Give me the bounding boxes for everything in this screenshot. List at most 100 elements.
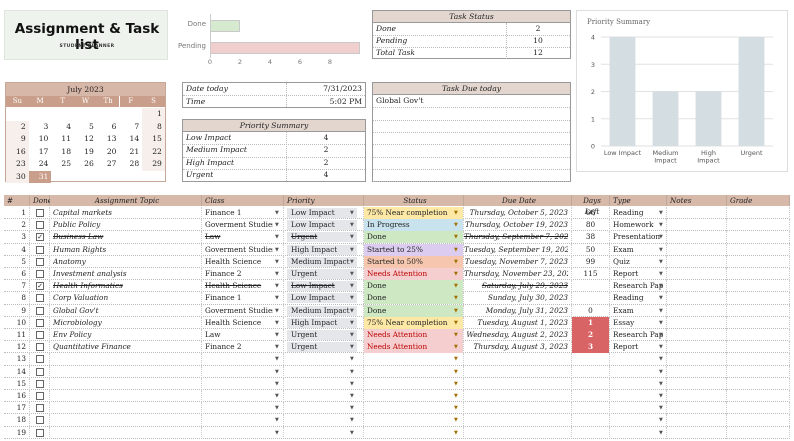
status-dropdown-icon[interactable]: ▼ bbox=[454, 417, 458, 424]
priority-cell[interactable]: Urgent bbox=[291, 232, 318, 242]
topic-cell[interactable]: Global Gov't bbox=[53, 305, 99, 315]
done-checkbox[interactable] bbox=[36, 209, 44, 217]
class-cell[interactable] bbox=[205, 353, 273, 365]
class-cell[interactable] bbox=[205, 378, 273, 390]
notes-cell[interactable] bbox=[670, 402, 726, 414]
grade-cell[interactable] bbox=[730, 390, 789, 402]
priority-cell[interactable]: Low Impact bbox=[291, 208, 335, 217]
priority-cell[interactable]: Low Impact bbox=[291, 293, 335, 303]
status-cell[interactable]: In Progress bbox=[367, 220, 410, 230]
class-cell[interactable] bbox=[205, 390, 273, 402]
done-checkbox[interactable] bbox=[36, 416, 44, 425]
calendar-day[interactable]: 12 bbox=[84, 134, 94, 143]
status-dropdown-icon[interactable]: ▼ bbox=[454, 380, 458, 387]
priority-dropdown-icon[interactable]: ▼ bbox=[350, 368, 354, 375]
done-checkbox[interactable] bbox=[36, 404, 44, 413]
class-dropdown-icon[interactable]: ▼ bbox=[275, 295, 279, 302]
grade-cell[interactable] bbox=[730, 305, 789, 317]
class-dropdown-icon[interactable]: ▼ bbox=[275, 246, 279, 253]
type-cell[interactable]: Report bbox=[613, 269, 639, 278]
priority-dropdown-icon[interactable]: ▼ bbox=[350, 295, 354, 302]
calendar-day[interactable]: 26 bbox=[84, 159, 94, 168]
priority-dropdown-icon[interactable]: ▼ bbox=[350, 319, 354, 326]
type-dropdown-icon[interactable]: ▼ bbox=[659, 332, 663, 338]
topic-cell[interactable]: Business Law bbox=[53, 232, 104, 242]
done-checkbox[interactable]: ✓ bbox=[36, 282, 44, 291]
priority-cell[interactable]: Urgent bbox=[291, 330, 318, 339]
grade-cell[interactable] bbox=[730, 219, 789, 231]
class-dropdown-icon[interactable]: ▼ bbox=[275, 356, 279, 363]
grade-cell[interactable] bbox=[730, 317, 789, 329]
status-dropdown-icon[interactable]: ▼ bbox=[454, 246, 458, 253]
type-dropdown-icon[interactable]: ▼ bbox=[659, 283, 663, 290]
notes-cell[interactable] bbox=[670, 427, 726, 439]
priority-cell[interactable]: Urgent bbox=[291, 342, 318, 352]
priority-cell[interactable]: Urgent bbox=[291, 269, 318, 278]
priority-cell[interactable] bbox=[291, 414, 351, 426]
notes-cell[interactable] bbox=[670, 305, 726, 317]
due-date-cell[interactable] bbox=[464, 390, 568, 402]
done-checkbox[interactable] bbox=[36, 221, 44, 230]
done-checkbox[interactable] bbox=[36, 294, 44, 303]
due-date-cell[interactable]: Thursday, August 3, 2023 bbox=[473, 342, 569, 352]
priority-dropdown-icon[interactable]: ▼ bbox=[350, 234, 354, 241]
topic-cell[interactable]: Quantitative Finance bbox=[53, 342, 131, 352]
priority-dropdown-icon[interactable]: ▼ bbox=[350, 307, 354, 314]
calendar-day[interactable]: 14 bbox=[129, 134, 140, 143]
grade-cell[interactable] bbox=[730, 244, 789, 256]
priority-cell[interactable]: High Impact bbox=[291, 244, 338, 254]
class-dropdown-icon[interactable]: ▼ bbox=[275, 319, 279, 326]
due-date-cell[interactable]: Thursday, October 19, 2023 bbox=[465, 220, 568, 230]
calendar-day[interactable]: 11 bbox=[61, 134, 72, 143]
type-cell[interactable] bbox=[613, 378, 665, 390]
status-dropdown-icon[interactable]: ▼ bbox=[454, 283, 458, 290]
type-cell[interactable]: Quiz bbox=[613, 256, 630, 266]
type-dropdown-icon[interactable]: ▼ bbox=[659, 271, 663, 277]
calendar-day[interactable]: 8 bbox=[142, 120, 165, 133]
calendar-day[interactable]: 30 bbox=[6, 170, 29, 183]
type-cell[interactable]: Report bbox=[613, 342, 639, 352]
class-dropdown-icon[interactable]: ▼ bbox=[275, 380, 279, 387]
status-dropdown-icon[interactable]: ▼ bbox=[454, 258, 458, 265]
calendar-day[interactable]: 6 bbox=[111, 121, 117, 131]
calendar-day[interactable]: 28 bbox=[129, 159, 140, 168]
class-cell[interactable]: Finance 1 bbox=[205, 208, 242, 217]
class-cell[interactable]: Finance 1 bbox=[205, 293, 242, 303]
priority-dropdown-icon[interactable]: ▼ bbox=[350, 344, 354, 351]
topic-cell[interactable]: Env Policy bbox=[53, 330, 92, 339]
type-dropdown-icon[interactable]: ▼ bbox=[659, 429, 663, 436]
type-dropdown-icon[interactable]: ▼ bbox=[659, 368, 663, 375]
class-cell[interactable]: Goverment Studies bbox=[205, 220, 273, 230]
grade-cell[interactable] bbox=[730, 341, 789, 353]
topic-cell[interactable] bbox=[53, 402, 199, 414]
notes-cell[interactable] bbox=[670, 231, 726, 243]
priority-cell[interactable]: Medium Impact bbox=[291, 256, 350, 266]
topic-cell[interactable]: Health Informatics bbox=[53, 281, 123, 291]
grade-cell[interactable] bbox=[730, 414, 789, 426]
done-checkbox[interactable] bbox=[36, 367, 44, 376]
status-cell[interactable]: Done bbox=[367, 293, 387, 303]
class-cell[interactable]: Health Science bbox=[205, 256, 262, 266]
due-date-cell[interactable] bbox=[464, 353, 568, 365]
status-cell[interactable] bbox=[367, 390, 453, 402]
type-dropdown-icon[interactable]: ▼ bbox=[659, 417, 663, 424]
done-checkbox[interactable] bbox=[36, 392, 44, 400]
done-checkbox[interactable] bbox=[36, 318, 44, 327]
class-dropdown-icon[interactable]: ▼ bbox=[275, 405, 279, 412]
type-cell[interactable] bbox=[613, 402, 665, 414]
priority-dropdown-icon[interactable]: ▼ bbox=[350, 332, 354, 338]
status-dropdown-icon[interactable]: ▼ bbox=[454, 405, 458, 412]
type-dropdown-icon[interactable]: ▼ bbox=[659, 405, 663, 412]
status-cell[interactable] bbox=[367, 427, 453, 439]
due-date-cell[interactable]: Monday, July 31, 2023 bbox=[485, 305, 568, 315]
done-checkbox[interactable] bbox=[36, 355, 44, 364]
priority-dropdown-icon[interactable]: ▼ bbox=[350, 210, 354, 216]
due-date-cell[interactable] bbox=[464, 378, 568, 390]
calendar-day[interactable]: 17 bbox=[38, 146, 49, 156]
due-date-cell[interactable]: Thursday, October 5, 2023 bbox=[469, 208, 568, 217]
done-checkbox[interactable] bbox=[36, 257, 44, 266]
due-date-cell[interactable] bbox=[464, 427, 568, 439]
calendar-day[interactable]: 23 bbox=[6, 158, 29, 171]
status-dropdown-icon[interactable]: ▼ bbox=[454, 393, 458, 399]
priority-cell[interactable]: High Impact bbox=[291, 317, 338, 327]
